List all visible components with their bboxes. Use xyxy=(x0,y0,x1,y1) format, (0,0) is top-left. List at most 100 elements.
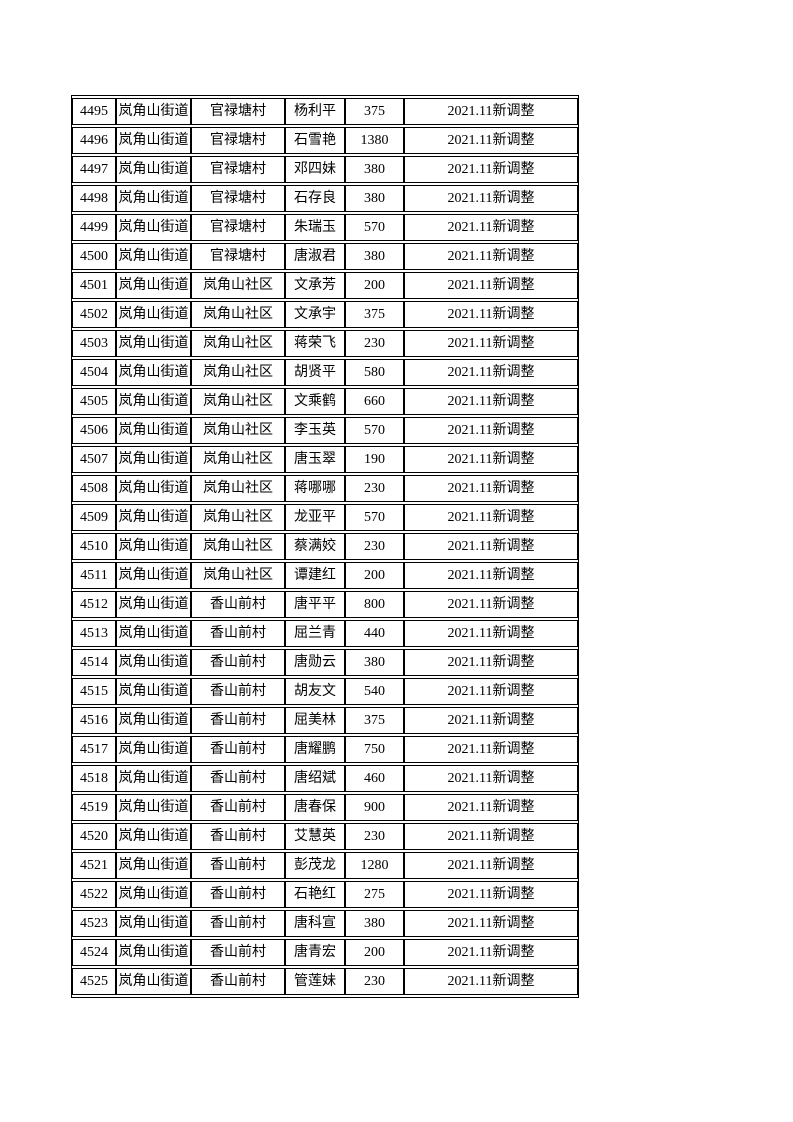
cell-seq: 4509 xyxy=(72,504,116,531)
cell-street: 岚角山街道 xyxy=(116,475,191,502)
cell-seq: 4523 xyxy=(72,910,116,937)
records-table-container: 4495 岚角山街道 官禄塘村 杨利平 375 2021.11新调整 4496 岚角山街道 官禄… xyxy=(71,95,579,998)
cell-seq: 4503 xyxy=(72,330,116,357)
cell-note: 2021.11新调整 xyxy=(404,185,578,212)
cell-street: 岚角山街道 xyxy=(116,330,191,357)
cell-amount: 230 xyxy=(345,968,404,995)
cell-seq: 4514 xyxy=(72,649,116,676)
cell-street: 岚角山街道 xyxy=(116,823,191,850)
cell-person: 唐耀鹏 xyxy=(285,736,345,763)
cell-village: 香山前村 xyxy=(191,939,285,966)
cell-amount: 1380 xyxy=(345,127,404,154)
table-row: 4517 岚角山街道 香山前村 唐耀鹏 750 2021.11新调整 xyxy=(72,736,578,763)
cell-village: 官禄塘村 xyxy=(191,156,285,183)
cell-person: 邓四妹 xyxy=(285,156,345,183)
cell-street: 岚角山街道 xyxy=(116,272,191,299)
table-row: 4519 岚角山街道 香山前村 唐春保 900 2021.11新调整 xyxy=(72,794,578,821)
cell-village: 岚角山社区 xyxy=(191,504,285,531)
cell-street: 岚角山街道 xyxy=(116,301,191,328)
cell-seq: 4508 xyxy=(72,475,116,502)
cell-amount: 380 xyxy=(345,185,404,212)
cell-note: 2021.11新调整 xyxy=(404,127,578,154)
cell-person: 文乘鹤 xyxy=(285,388,345,415)
table-row: 4523 岚角山街道 香山前村 唐科宣 380 2021.11新调整 xyxy=(72,910,578,937)
cell-seq: 4525 xyxy=(72,968,116,995)
cell-person: 杨利平 xyxy=(285,98,345,125)
cell-amount: 230 xyxy=(345,533,404,560)
cell-seq: 4518 xyxy=(72,765,116,792)
cell-amount: 570 xyxy=(345,504,404,531)
cell-person: 管莲妹 xyxy=(285,968,345,995)
cell-village: 岚角山社区 xyxy=(191,475,285,502)
cell-street: 岚角山街道 xyxy=(116,852,191,879)
cell-note: 2021.11新调整 xyxy=(404,852,578,879)
cell-note: 2021.11新调整 xyxy=(404,707,578,734)
cell-village: 香山前村 xyxy=(191,678,285,705)
table-row: 4506 岚角山街道 岚角山社区 李玉英 570 2021.11新调整 xyxy=(72,417,578,444)
table-row: 4512 岚角山街道 香山前村 唐平平 800 2021.11新调整 xyxy=(72,591,578,618)
cell-street: 岚角山街道 xyxy=(116,620,191,647)
cell-note: 2021.11新调整 xyxy=(404,388,578,415)
cell-person: 唐平平 xyxy=(285,591,345,618)
cell-village: 香山前村 xyxy=(191,591,285,618)
cell-village: 岚角山社区 xyxy=(191,388,285,415)
table-row: 4496 岚角山街道 官禄塘村 石雪艳 1380 2021.11新调整 xyxy=(72,127,578,154)
cell-street: 岚角山街道 xyxy=(116,417,191,444)
cell-person: 文承宇 xyxy=(285,301,345,328)
cell-street: 岚角山街道 xyxy=(116,533,191,560)
cell-person: 屈兰青 xyxy=(285,620,345,647)
cell-person: 蔡满姣 xyxy=(285,533,345,560)
cell-person: 龙亚平 xyxy=(285,504,345,531)
cell-village: 岚角山社区 xyxy=(191,359,285,386)
cell-note: 2021.11新调整 xyxy=(404,504,578,531)
cell-amount: 375 xyxy=(345,98,404,125)
cell-village: 香山前村 xyxy=(191,765,285,792)
cell-village: 香山前村 xyxy=(191,968,285,995)
cell-street: 岚角山街道 xyxy=(116,968,191,995)
table-row: 4498 岚角山街道 官禄塘村 石存良 380 2021.11新调整 xyxy=(72,185,578,212)
table-row: 4497 岚角山街道 官禄塘村 邓四妹 380 2021.11新调整 xyxy=(72,156,578,183)
cell-person: 唐青宏 xyxy=(285,939,345,966)
cell-note: 2021.11新调整 xyxy=(404,243,578,270)
cell-street: 岚角山街道 xyxy=(116,910,191,937)
cell-street: 岚角山街道 xyxy=(116,504,191,531)
cell-note: 2021.11新调整 xyxy=(404,649,578,676)
cell-seq: 4515 xyxy=(72,678,116,705)
cell-note: 2021.11新调整 xyxy=(404,475,578,502)
cell-village: 岚角山社区 xyxy=(191,301,285,328)
cell-street: 岚角山街道 xyxy=(116,214,191,241)
cell-seq: 4511 xyxy=(72,562,116,589)
cell-seq: 4512 xyxy=(72,591,116,618)
cell-street: 岚角山街道 xyxy=(116,939,191,966)
cell-seq: 4506 xyxy=(72,417,116,444)
cell-amount: 380 xyxy=(345,156,404,183)
cell-seq: 4497 xyxy=(72,156,116,183)
cell-note: 2021.11新调整 xyxy=(404,823,578,850)
cell-street: 岚角山街道 xyxy=(116,185,191,212)
cell-person: 屈美林 xyxy=(285,707,345,734)
cell-street: 岚角山街道 xyxy=(116,794,191,821)
cell-amount: 900 xyxy=(345,794,404,821)
cell-note: 2021.11新调整 xyxy=(404,881,578,908)
cell-village: 官禄塘村 xyxy=(191,243,285,270)
cell-person: 胡友文 xyxy=(285,678,345,705)
cell-person: 艾慧英 xyxy=(285,823,345,850)
cell-village: 香山前村 xyxy=(191,823,285,850)
cell-seq: 4522 xyxy=(72,881,116,908)
cell-street: 岚角山街道 xyxy=(116,562,191,589)
cell-village: 香山前村 xyxy=(191,881,285,908)
cell-seq: 4505 xyxy=(72,388,116,415)
cell-note: 2021.11新调整 xyxy=(404,359,578,386)
cell-person: 谭建红 xyxy=(285,562,345,589)
cell-amount: 580 xyxy=(345,359,404,386)
cell-note: 2021.11新调整 xyxy=(404,562,578,589)
cell-seq: 4498 xyxy=(72,185,116,212)
table-row: 4521 岚角山街道 香山前村 彭茂龙 1280 2021.11新调整 xyxy=(72,852,578,879)
cell-village: 香山前村 xyxy=(191,707,285,734)
cell-street: 岚角山街道 xyxy=(116,707,191,734)
cell-person: 石艳红 xyxy=(285,881,345,908)
cell-amount: 190 xyxy=(345,446,404,473)
cell-seq: 4520 xyxy=(72,823,116,850)
records-table: 4495 岚角山街道 官禄塘村 杨利平 375 2021.11新调整 4496 岚角山街道 官禄… xyxy=(71,95,579,998)
table-row: 4520 岚角山街道 香山前村 艾慧英 230 2021.11新调整 xyxy=(72,823,578,850)
